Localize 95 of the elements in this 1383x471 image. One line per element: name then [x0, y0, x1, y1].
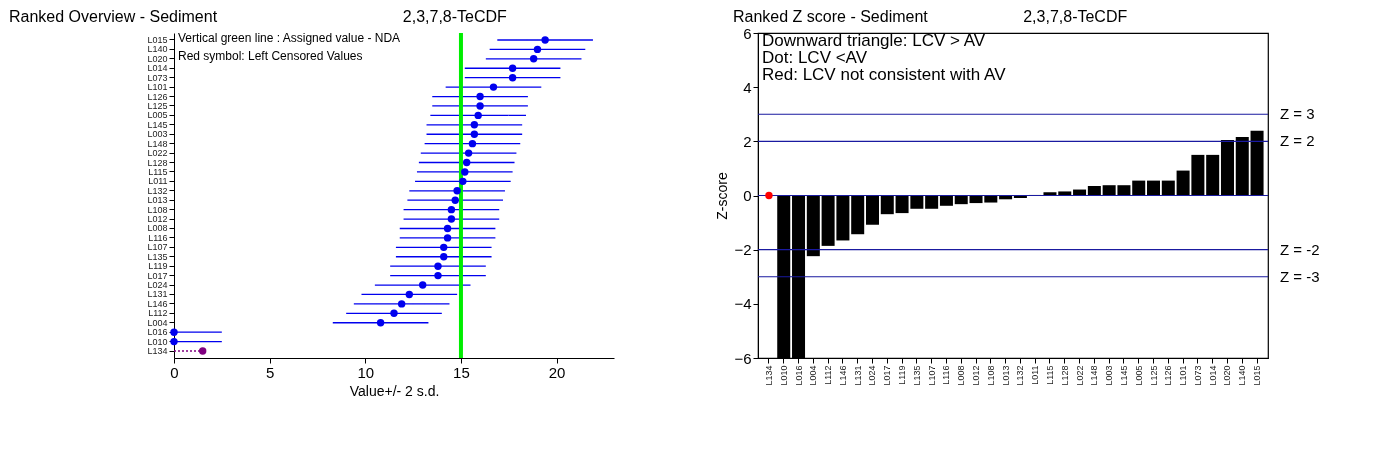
y-tick-label: L145 [147, 119, 168, 130]
x-tick-label: 20 [548, 363, 566, 381]
x-tick-label: 5 [265, 363, 275, 381]
y-tick-label: L107 [147, 242, 168, 253]
y-tick-label: L004 [147, 317, 168, 328]
y-tick-label: L140 [147, 44, 168, 55]
x-tick-label: L116 [941, 365, 952, 385]
y-tick-label: L112 [148, 308, 168, 319]
y-tick-label: L126 [147, 91, 168, 102]
y-tick-label: L014 [147, 63, 168, 74]
y-tick-label: L148 [147, 138, 168, 149]
x-tick-label: L014 [1207, 365, 1218, 386]
ref-line-label: Z = -2 [1280, 240, 1320, 258]
x-tick-label: L145 [1118, 365, 1129, 386]
x-tick-label: L131 [852, 365, 863, 386]
x-tick-label: L134 [763, 365, 774, 386]
x-tick-label: L011 [1030, 365, 1041, 385]
x-tick-label: L140 [1237, 365, 1248, 386]
x-tick-label: L008 [956, 365, 967, 386]
x-tick-label: L126 [1163, 365, 1174, 386]
y-tick-label: L116 [148, 232, 168, 243]
y-tick-label: 0 [743, 187, 752, 204]
y-tick-label: −6 [734, 349, 752, 367]
x-tick-label: L013 [1000, 365, 1011, 386]
x-tick-label: L020 [1222, 365, 1233, 386]
y-tick-label: L132 [147, 185, 168, 196]
y-tick-label: L135 [147, 251, 168, 262]
y-tick-label: L013 [147, 195, 168, 206]
y-tick-label: L011 [148, 176, 168, 187]
x-axis-title: Value+/- 2 s.d. [349, 382, 440, 399]
annotation: Red symbol: Left Censored Values [178, 49, 363, 63]
y-tick-label: L119 [148, 261, 168, 272]
ref-line-label: Z = 3 [1280, 105, 1315, 123]
x-tick-label: 0 [170, 363, 179, 381]
y-tick-label: L016 [147, 327, 168, 338]
annotation: Vertical green line : Assigned value - NDA [178, 31, 401, 45]
y-tick-label: −4 [734, 295, 752, 313]
y-tick-label: 2 [743, 132, 752, 150]
x-tick-label: L017 [882, 365, 893, 386]
y-tick-label: −2 [734, 241, 752, 259]
x-tick-label: L073 [1192, 365, 1203, 386]
x-tick-label: L016 [793, 365, 804, 386]
annotation: Red: LCV not consistent with AV [762, 65, 1007, 84]
y-tick-label: 6 [743, 24, 752, 42]
x-tick-label: L128 [1059, 365, 1070, 386]
y-tick-label: L022 [147, 148, 168, 159]
x-tick-label: L005 [1133, 365, 1144, 386]
y-tick-label: L015 [147, 34, 168, 45]
chart-title: Ranked Z score - Sediment [733, 8, 929, 25]
x-tick-label: L112 [823, 365, 834, 385]
chart-title: Ranked Overview - Sediment [9, 8, 218, 25]
y-tick-label: L012 [147, 214, 168, 225]
ref-line-label: Z = 2 [1280, 132, 1315, 150]
y-tick-label: L073 [147, 72, 168, 83]
y-tick-label: L108 [147, 204, 168, 215]
y-tick-label: L134 [147, 346, 168, 357]
y-tick-label: L146 [147, 298, 168, 309]
y-tick-label: L008 [147, 223, 168, 234]
y-tick-label: L125 [147, 100, 168, 111]
x-tick-label: L004 [808, 365, 819, 386]
x-tick-label: L003 [1104, 365, 1115, 386]
y-tick-label: 4 [743, 78, 752, 96]
y-tick-label: L010 [147, 336, 168, 347]
y-tick-label: L024 [147, 280, 168, 291]
x-tick-label: L115 [1044, 365, 1055, 385]
x-tick-label: L024 [867, 365, 878, 386]
y-tick-label: L115 [148, 166, 168, 177]
y-tick-label: L017 [147, 270, 168, 281]
x-tick-label: L146 [837, 365, 848, 386]
x-tick-label: L022 [1074, 365, 1085, 386]
y-tick-label: L020 [147, 53, 168, 64]
y-tick-label: L128 [147, 157, 168, 168]
x-tick-label: L012 [971, 365, 982, 386]
annotation: Dot: LCV <AV [762, 48, 868, 67]
chart-subtitle: 2,3,7,8-TeCDF [402, 8, 508, 25]
x-tick-label: L148 [1089, 365, 1100, 386]
y-axis-title: Z-score [714, 172, 731, 220]
x-tick-label: 15 [453, 363, 470, 381]
x-tick-label: L125 [1148, 365, 1159, 386]
annotation: Downward triangle: LCV > AV [762, 31, 986, 50]
x-tick-label: L010 [778, 365, 789, 386]
x-tick-label: L015 [1252, 365, 1263, 386]
ref-line-label: Z = -3 [1280, 267, 1320, 285]
y-tick-label: L101 [147, 82, 168, 93]
x-tick-label: L108 [985, 365, 996, 386]
x-tick-label: L107 [926, 365, 937, 386]
x-tick-label: L119 [897, 365, 908, 385]
y-tick-label: L131 [147, 289, 168, 300]
y-tick-label: L005 [147, 110, 168, 121]
x-tick-label: L135 [911, 365, 922, 386]
x-tick-label: 10 [357, 363, 375, 381]
x-tick-label: L132 [1015, 365, 1026, 386]
y-tick-label: L003 [147, 129, 168, 140]
chart-subtitle: 2,3,7,8-TeCDF [1023, 8, 1128, 25]
x-tick-label: L101 [1178, 365, 1189, 386]
